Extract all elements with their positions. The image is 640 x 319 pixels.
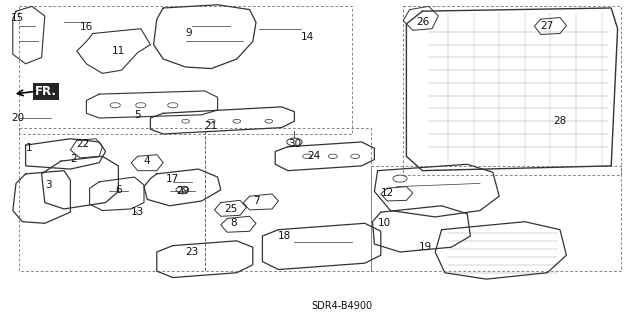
Text: 8: 8 — [230, 218, 237, 228]
Text: 12: 12 — [381, 188, 394, 198]
Text: FR.: FR. — [35, 85, 57, 98]
Text: 24: 24 — [307, 151, 320, 161]
Text: 22: 22 — [77, 138, 90, 149]
Text: SDR4-B4900: SDR4-B4900 — [312, 301, 373, 311]
Text: 29: 29 — [176, 186, 189, 197]
Text: 18: 18 — [278, 231, 291, 241]
Text: 27: 27 — [541, 20, 554, 31]
Text: 21: 21 — [205, 121, 218, 131]
Text: 7: 7 — [253, 196, 259, 206]
Text: 6: 6 — [115, 185, 122, 195]
Text: 15: 15 — [12, 12, 24, 23]
Text: 25: 25 — [224, 204, 237, 214]
Text: 9: 9 — [186, 28, 192, 39]
Text: 4: 4 — [144, 156, 150, 166]
Text: 13: 13 — [131, 207, 144, 217]
Text: 2: 2 — [70, 154, 77, 165]
Text: 28: 28 — [554, 116, 566, 126]
Text: 5: 5 — [134, 110, 141, 120]
Text: 10: 10 — [378, 218, 390, 228]
Text: 17: 17 — [166, 174, 179, 184]
Text: 16: 16 — [80, 22, 93, 32]
Text: 1: 1 — [26, 143, 32, 153]
Text: 30: 30 — [288, 138, 301, 149]
Text: 11: 11 — [112, 46, 125, 56]
Text: 14: 14 — [301, 32, 314, 42]
Text: 3: 3 — [45, 180, 51, 190]
Text: 23: 23 — [186, 247, 198, 257]
Text: 26: 26 — [416, 17, 429, 27]
Text: 20: 20 — [12, 113, 24, 123]
Text: 19: 19 — [419, 242, 432, 252]
